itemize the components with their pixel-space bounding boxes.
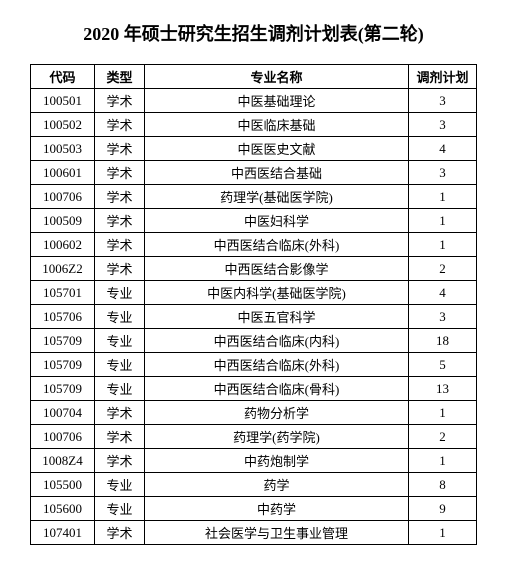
cell-type: 学术 [95, 233, 145, 257]
cell-type: 专业 [95, 305, 145, 329]
cell-code: 105600 [31, 497, 95, 521]
col-header-plan: 调剂计划 [409, 65, 477, 89]
table-row: 100706学术药理学(基础医学院)1 [31, 185, 477, 209]
cell-name: 中医内科学(基础医学院) [145, 281, 409, 305]
cell-plan: 3 [409, 89, 477, 113]
cell-name: 中药炮制学 [145, 449, 409, 473]
cell-name: 中西医结合临床(外科) [145, 233, 409, 257]
cell-plan: 18 [409, 329, 477, 353]
cell-type: 学术 [95, 401, 145, 425]
table-row: 1008Z4学术中药炮制学1 [31, 449, 477, 473]
cell-code: 105709 [31, 377, 95, 401]
table-row: 1006Z2学术中西医结合影像学2 [31, 257, 477, 281]
cell-code: 100502 [31, 113, 95, 137]
cell-type: 专业 [95, 473, 145, 497]
table-row: 105701专业中医内科学(基础医学院)4 [31, 281, 477, 305]
cell-plan: 1 [409, 185, 477, 209]
cell-name: 中西医结合临床(骨科) [145, 377, 409, 401]
table-row: 105600专业中药学9 [31, 497, 477, 521]
cell-name: 药理学(药学院) [145, 425, 409, 449]
cell-plan: 13 [409, 377, 477, 401]
cell-code: 100706 [31, 425, 95, 449]
table-row: 105709专业中西医结合临床(骨科)13 [31, 377, 477, 401]
col-header-type: 类型 [95, 65, 145, 89]
cell-name: 中西医结合临床(内科) [145, 329, 409, 353]
cell-code: 100704 [31, 401, 95, 425]
cell-plan: 4 [409, 137, 477, 161]
col-header-code: 代码 [31, 65, 95, 89]
cell-type: 学术 [95, 89, 145, 113]
cell-code: 100601 [31, 161, 95, 185]
cell-type: 专业 [95, 353, 145, 377]
cell-name: 中医基础理论 [145, 89, 409, 113]
page-title: 2020 年硕士研究生招生调剂计划表(第二轮) [30, 20, 477, 46]
cell-code: 105709 [31, 329, 95, 353]
cell-type: 学术 [95, 449, 145, 473]
col-header-name: 专业名称 [145, 65, 409, 89]
cell-type: 学术 [95, 185, 145, 209]
cell-plan: 3 [409, 161, 477, 185]
cell-type: 学术 [95, 113, 145, 137]
table-row: 105706专业中医五官科学3 [31, 305, 477, 329]
cell-type: 学术 [95, 161, 145, 185]
table-row: 105500专业药学8 [31, 473, 477, 497]
cell-plan: 4 [409, 281, 477, 305]
cell-name: 中医医史文献 [145, 137, 409, 161]
cell-plan: 2 [409, 425, 477, 449]
cell-code: 1006Z2 [31, 257, 95, 281]
cell-plan: 3 [409, 113, 477, 137]
cell-type: 专业 [95, 281, 145, 305]
table-row: 100602学术中西医结合临床(外科)1 [31, 233, 477, 257]
cell-name: 中西医结合基础 [145, 161, 409, 185]
cell-code: 105500 [31, 473, 95, 497]
cell-plan: 8 [409, 473, 477, 497]
cell-type: 专业 [95, 329, 145, 353]
cell-type: 专业 [95, 377, 145, 401]
cell-plan: 1 [409, 449, 477, 473]
cell-code: 100509 [31, 209, 95, 233]
cell-plan: 1 [409, 401, 477, 425]
cell-code: 100503 [31, 137, 95, 161]
cell-code: 105706 [31, 305, 95, 329]
table-body: 100501学术中医基础理论3100502学术中医临床基础3100503学术中医… [31, 89, 477, 545]
adjustment-plan-table: 代码 类型 专业名称 调剂计划 100501学术中医基础理论3100502学术中… [30, 64, 477, 545]
cell-code: 100602 [31, 233, 95, 257]
table-row: 105709专业中西医结合临床(外科)5 [31, 353, 477, 377]
table-row: 105709专业中西医结合临床(内科)18 [31, 329, 477, 353]
cell-name: 中医临床基础 [145, 113, 409, 137]
cell-type: 专业 [95, 497, 145, 521]
table-row: 100501学术中医基础理论3 [31, 89, 477, 113]
cell-code: 105701 [31, 281, 95, 305]
table-row: 100502学术中医临床基础3 [31, 113, 477, 137]
cell-type: 学术 [95, 209, 145, 233]
cell-name: 中医妇科学 [145, 209, 409, 233]
table-row: 100704学术药物分析学1 [31, 401, 477, 425]
cell-code: 105709 [31, 353, 95, 377]
cell-plan: 9 [409, 497, 477, 521]
table-row: 100509学术中医妇科学1 [31, 209, 477, 233]
cell-type: 学术 [95, 137, 145, 161]
cell-code: 100706 [31, 185, 95, 209]
cell-name: 药学 [145, 473, 409, 497]
cell-name: 药理学(基础医学院) [145, 185, 409, 209]
cell-plan: 1 [409, 233, 477, 257]
cell-plan: 2 [409, 257, 477, 281]
table-row: 100601学术中西医结合基础3 [31, 161, 477, 185]
cell-name: 中西医结合临床(外科) [145, 353, 409, 377]
cell-name: 药物分析学 [145, 401, 409, 425]
cell-type: 学术 [95, 425, 145, 449]
cell-name: 中西医结合影像学 [145, 257, 409, 281]
cell-name: 中药学 [145, 497, 409, 521]
cell-type: 学术 [95, 257, 145, 281]
cell-name: 中医五官科学 [145, 305, 409, 329]
table-row: 100706学术药理学(药学院)2 [31, 425, 477, 449]
cell-code: 1008Z4 [31, 449, 95, 473]
cell-code: 100501 [31, 89, 95, 113]
cell-plan: 1 [409, 209, 477, 233]
cell-plan: 5 [409, 353, 477, 377]
table-row: 100503学术中医医史文献4 [31, 137, 477, 161]
table-header-row: 代码 类型 专业名称 调剂计划 [31, 65, 477, 89]
cell-plan: 3 [409, 305, 477, 329]
